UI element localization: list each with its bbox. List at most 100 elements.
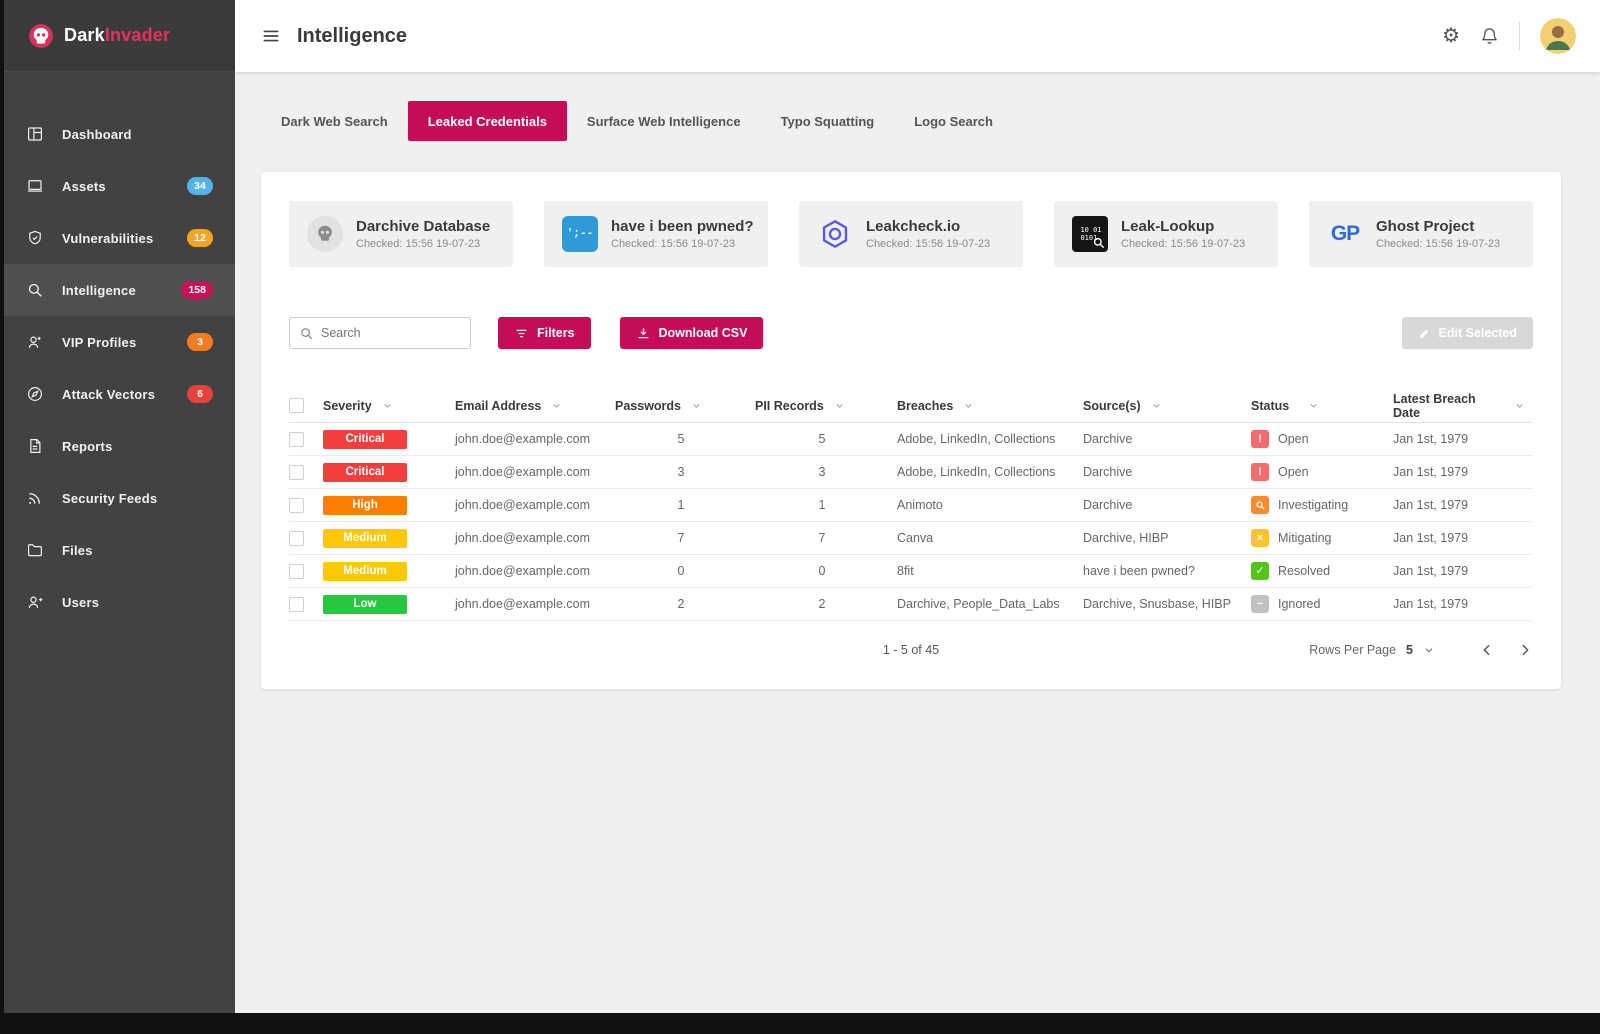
search-box: [289, 317, 471, 349]
previous-page-button[interactable]: [1479, 642, 1495, 658]
row-checkbox[interactable]: [289, 596, 304, 612]
sidebar-item-label: Dashboard: [62, 126, 132, 142]
column-header-email[interactable]: Email Address: [455, 399, 615, 413]
table-row[interactable]: Medium john.doe@example.com 0 0 8fit hav…: [289, 555, 1533, 588]
skull-icon: [307, 216, 343, 252]
email-cell: john.doe@example.com: [455, 432, 590, 446]
sidebar-item-security-feeds[interactable]: Security Feeds: [4, 472, 235, 524]
attack-vectors-badge: 6: [187, 385, 213, 403]
chevron-down-icon[interactable]: [1151, 400, 1162, 411]
chevron-down-icon[interactable]: [963, 400, 974, 411]
chevron-down-icon[interactable]: [1308, 400, 1319, 411]
column-header-pii-records[interactable]: PII Records: [755, 399, 897, 413]
severity-badge: Critical: [323, 429, 407, 449]
search-input[interactable]: [321, 326, 461, 340]
date-cell: Jan 1st, 1979: [1393, 531, 1469, 545]
sidebar-item-attack-vectors[interactable]: Attack Vectors 6: [4, 368, 235, 420]
tab-bar: Dark Web Search Leaked Credentials Surfa…: [261, 101, 1561, 141]
sidebar-item-files[interactable]: Files: [4, 524, 235, 576]
rows-per-page-select[interactable]: Rows Per Page 5: [1309, 643, 1435, 657]
table-row[interactable]: Medium john.doe@example.com 7 7 Canva Da…: [289, 522, 1533, 555]
assets-icon: [26, 177, 44, 195]
source-name: Darchive Database: [356, 218, 491, 235]
status-cell: − Ignored: [1251, 595, 1393, 613]
sidebar-item-assets[interactable]: Assets 34: [4, 160, 235, 212]
row-checkbox[interactable]: [289, 530, 304, 546]
select-all-checkbox[interactable]: [289, 398, 304, 413]
column-header-sources[interactable]: Source(s): [1083, 399, 1251, 413]
row-checkbox[interactable]: [289, 464, 304, 480]
binary-text: 0101: [1080, 234, 1098, 242]
chevron-down-icon[interactable]: [1514, 400, 1525, 411]
chevron-down-icon[interactable]: [834, 400, 845, 411]
tab-logo-search[interactable]: Logo Search: [914, 113, 993, 129]
tab-dark-web-search[interactable]: Dark Web Search: [281, 113, 388, 129]
sidebar-item-intelligence[interactable]: Intelligence 158: [4, 264, 235, 316]
status-cell: ! Open: [1251, 430, 1393, 448]
sidebar-item-label: Intelligence: [62, 282, 136, 298]
brand-logo[interactable]: DarkInvader: [4, 0, 235, 72]
column-header-breaches[interactable]: Breaches: [897, 399, 1083, 413]
sidebar-item-vip-profiles[interactable]: VIP Profiles 3: [4, 316, 235, 368]
edit-selected-button[interactable]: Edit Selected: [1401, 317, 1533, 349]
row-checkbox[interactable]: [289, 431, 304, 447]
bell-icon[interactable]: [1480, 27, 1499, 46]
sidebar-item-dashboard[interactable]: Dashboard: [4, 108, 235, 160]
divider: [1519, 22, 1520, 50]
source-card-leak-lookup[interactable]: 10 01 0101 Leak-Lookup Checked: 15:56 19-…: [1054, 201, 1278, 267]
rows-per-page-value: 5: [1406, 643, 1413, 657]
sources-cell: have i been pwned?: [1083, 564, 1195, 578]
row-checkbox[interactable]: [289, 497, 304, 513]
column-header-severity[interactable]: Severity: [323, 399, 455, 413]
download-csv-button[interactable]: Download CSV: [619, 317, 764, 349]
source-card-hibp[interactable]: ';-- have i been pwned? Checked: 15:56 1…: [544, 201, 768, 267]
sources-cell: Darchive: [1083, 432, 1133, 446]
bottom-edge-strip: [0, 1013, 1600, 1034]
sidebar-item-reports[interactable]: Reports: [4, 420, 235, 472]
source-checked: Checked: 15:56 19-07-23: [1376, 238, 1501, 250]
tab-typo-squatting[interactable]: Typo Squatting: [780, 113, 875, 129]
date-cell: Jan 1st, 1979: [1393, 432, 1469, 446]
column-header-status[interactable]: Status: [1251, 399, 1393, 413]
tab-leaked-credentials[interactable]: Leaked Credentials: [407, 101, 567, 141]
row-checkbox[interactable]: [289, 563, 304, 579]
sidebar-nav: Dashboard Assets 34 Vulnerabilities 12 I…: [4, 108, 235, 628]
table-row[interactable]: Low john.doe@example.com 2 2 Darchive, P…: [289, 588, 1533, 621]
chevron-down-icon[interactable]: [691, 400, 702, 411]
avatar[interactable]: [1540, 18, 1576, 54]
chevron-down-icon[interactable]: [382, 400, 393, 411]
tab-surface-web-intelligence[interactable]: Surface Web Intelligence: [586, 113, 741, 129]
dashboard-icon: [26, 125, 44, 143]
table-row[interactable]: Critical john.doe@example.com 3 3 Adobe,…: [289, 456, 1533, 489]
sidebar-item-label: Users: [62, 594, 100, 610]
source-card-darchive[interactable]: Darchive Database Checked: 15:56 19-07-2…: [289, 201, 513, 267]
table-row[interactable]: Critical john.doe@example.com 5 5 Adobe,…: [289, 423, 1533, 456]
hexagon-icon: [817, 216, 853, 252]
sidebar-item-users[interactable]: Users: [4, 576, 235, 628]
source-checked: Checked: 15:56 19-07-23: [356, 238, 481, 250]
vip-profile-icon: [26, 333, 44, 351]
download-icon: [636, 326, 651, 341]
column-header-passwords[interactable]: Passwords: [615, 399, 755, 413]
column-header-latest-breach-date[interactable]: Latest Breach Date: [1393, 392, 1533, 420]
intelligence-badge: 158: [181, 281, 213, 299]
passwords-cell: 7: [677, 531, 685, 545]
source-card-leakcheck[interactable]: Leakcheck.io Checked: 15:56 19-07-23: [799, 201, 1023, 267]
email-cell: john.doe@example.com: [455, 498, 590, 512]
hamburger-menu-icon[interactable]: [261, 26, 281, 46]
vulnerabilities-badge: 12: [187, 229, 213, 247]
brand-name: DarkInvader: [64, 25, 170, 46]
sidebar-item-vulnerabilities[interactable]: Vulnerabilities 12: [4, 212, 235, 264]
users-icon: [26, 593, 44, 611]
next-page-button[interactable]: [1517, 642, 1533, 658]
gear-icon[interactable]: ⚙: [1442, 25, 1460, 47]
breaches-cell: 8fit: [897, 564, 914, 578]
source-card-ghost-project[interactable]: GP Ghost Project Checked: 15:56 19-07-23: [1309, 201, 1533, 267]
severity-badge: Medium: [323, 561, 407, 581]
status-label: Ignored: [1278, 597, 1321, 611]
filters-button-label: Filters: [537, 326, 575, 340]
filters-button[interactable]: Filters: [498, 317, 591, 349]
table-row[interactable]: High john.doe@example.com 1 1 Animoto Da…: [289, 489, 1533, 522]
chevron-down-icon[interactable]: [551, 400, 562, 411]
source-cards: Darchive Database Checked: 15:56 19-07-2…: [289, 201, 1533, 267]
